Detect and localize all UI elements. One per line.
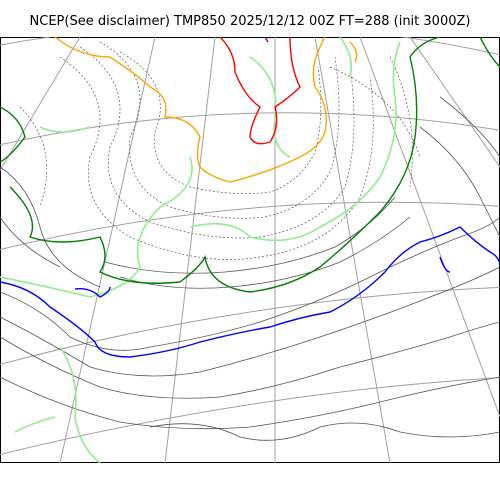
isotherm-blue (0, 226, 500, 358)
isotherms-green (0, 37, 500, 293)
temperature-map (0, 37, 500, 463)
isotherms-minor (0, 96, 500, 441)
isotherm-orange (54, 37, 358, 183)
isotherm-purple (264, 37, 269, 43)
isotherms-lightgreen (0, 37, 401, 463)
isotherms-dotted (19, 41, 421, 260)
map-title: NCEP(See disclaimer) TMP850 2025/12/12 0… (29, 14, 471, 29)
gridlines (0, 37, 500, 463)
isotherm-red (219, 37, 301, 145)
